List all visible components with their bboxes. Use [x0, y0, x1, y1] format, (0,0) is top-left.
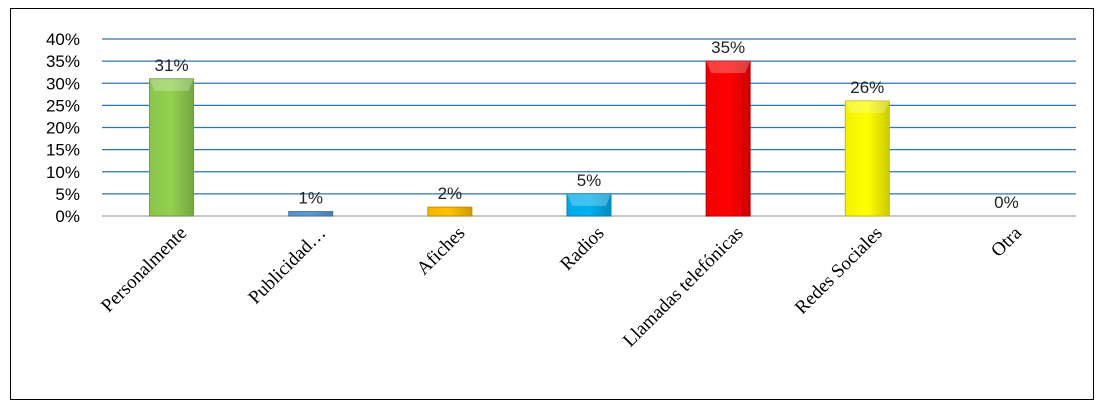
data-label: 0%: [994, 193, 1019, 212]
data-label: 26%: [850, 78, 884, 97]
category-label: Redes Sociales: [791, 223, 887, 319]
y-tick-label: 15%: [46, 141, 80, 160]
bar-bevel: [567, 193, 611, 206]
category-label: Llamadas telefónicas: [619, 223, 748, 352]
data-label: 35%: [711, 38, 745, 57]
y-tick-label: 0%: [55, 207, 80, 226]
category-label: Afiches: [413, 223, 470, 280]
data-label: 2%: [438, 184, 463, 203]
bar: [566, 193, 612, 217]
bar: [705, 60, 751, 217]
y-tick-label: 5%: [55, 185, 80, 204]
bar: [288, 211, 334, 217]
y-tick-label: 10%: [46, 163, 80, 182]
bar-bevel: [845, 100, 890, 113]
bar: [427, 206, 473, 217]
category-label: Radios: [556, 223, 608, 275]
y-tick-label: 35%: [46, 52, 80, 71]
data-label: 1%: [298, 189, 323, 208]
y-tick-label: 20%: [46, 119, 80, 138]
category-label: Otra: [987, 222, 1026, 261]
bar-bevel: [149, 78, 194, 91]
y-tick-label: 30%: [46, 74, 80, 93]
data-label: 5%: [577, 171, 602, 190]
data-labels: 31% 1% 2% 5% 35% 26% 0%: [155, 38, 1019, 212]
category-label: Publicidad…: [244, 223, 330, 309]
category-label: Personalmente: [97, 223, 191, 317]
bar: [149, 78, 195, 217]
bar: [844, 100, 890, 217]
y-axis-ticks: 0% 5% 10% 15% 20% 25% 30% 35% 40%: [46, 30, 80, 226]
y-tick-label: 40%: [46, 30, 80, 49]
bars: [149, 60, 890, 217]
bar-bevel: [706, 61, 751, 74]
data-label: 31%: [155, 56, 189, 75]
y-tick-label: 25%: [46, 96, 80, 115]
gridlines: [102, 38, 1076, 217]
x-axis-categories: Personalmente Publicidad… Afiches Radios Lla…: [97, 222, 1026, 351]
